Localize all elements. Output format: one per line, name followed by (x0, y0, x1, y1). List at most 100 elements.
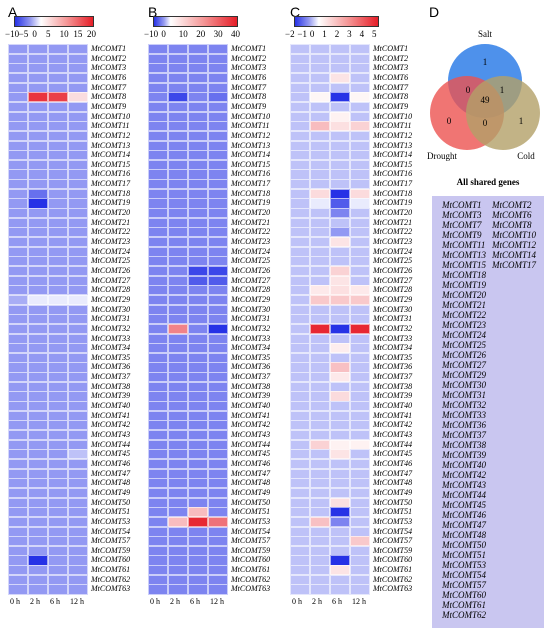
gene-label: MtCOMT1 (373, 44, 409, 53)
heatmap-cell (208, 323, 228, 334)
gene-label: MtCOMT3 (373, 63, 409, 73)
heatmap-cell (330, 169, 350, 180)
gene-label: MtCOMT39 (91, 391, 131, 401)
shared-gene-item: MtCOMT45 (442, 500, 487, 510)
heatmap-cell (28, 526, 48, 537)
heatmap-cell (68, 526, 88, 537)
heatmap-cell (290, 208, 310, 219)
heatmap-cell (208, 188, 228, 199)
venn-count-all: 49 (481, 95, 491, 105)
heatmap-cell (8, 275, 28, 286)
heatmap-cell (188, 63, 208, 74)
heatmap-cell (330, 584, 350, 595)
heatmap-cell (148, 275, 168, 286)
heatmap-cell (28, 217, 48, 228)
heatmap-cell (290, 545, 310, 556)
heatmap-cell (68, 159, 88, 170)
heatmap-cell (28, 101, 48, 113)
colorbar-tick-label: 5 (372, 29, 377, 39)
gene-label: MtCOMT28 (373, 285, 413, 295)
heatmap-cell (48, 333, 68, 344)
shared-gene-item: MtCOMT61 (442, 600, 487, 610)
heatmap-cell (290, 140, 310, 151)
heatmap-cell (350, 565, 370, 576)
heatmap-cell (68, 275, 88, 286)
heatmap-cell (68, 401, 88, 412)
colorbar-tick-label: −1 (297, 29, 307, 39)
gene-label: MtCOMT8 (91, 92, 127, 102)
heatmap-cell (68, 82, 88, 93)
shared-gene-item: MtCOMT39 (442, 450, 487, 460)
heatmap-cell (330, 188, 350, 199)
heatmap-cell (350, 101, 370, 113)
shared-gene-item: MtCOMT43 (442, 480, 487, 490)
heatmap-cell (148, 150, 168, 161)
gene-label: MtCOMT18 (231, 188, 271, 198)
heatmap-cell (28, 352, 48, 363)
panel-letter-d: D (429, 4, 440, 20)
heatmap-cell (310, 381, 330, 392)
heatmap-cell (48, 401, 68, 412)
heatmap-cell (68, 72, 88, 84)
gene-label: MtCOMT8 (373, 92, 409, 102)
shared-gene-item: MtCOMT27 (442, 360, 487, 370)
heatmap-cell (148, 256, 168, 267)
heatmap-cell (8, 246, 28, 257)
heatmap-cell (350, 584, 370, 595)
gene-label: MtCOMT31 (91, 314, 131, 324)
heatmap-cell (168, 304, 188, 315)
heatmap-cell (208, 256, 228, 267)
gene-label: MtCOMT51 (373, 507, 413, 517)
heatmap-cell (350, 275, 370, 286)
gene-label: MtCOMT59 (373, 545, 413, 555)
gene-label: MtCOMT32 (91, 323, 131, 333)
heatmap-cell (28, 555, 48, 566)
heatmap-cell (188, 391, 208, 402)
heatmap-cell (168, 323, 188, 334)
heatmap-cell (48, 478, 68, 489)
heatmap-cell (68, 323, 88, 334)
heatmap-cell (28, 130, 48, 141)
heatmap-cell (208, 468, 228, 479)
gene-label: MtCOMT49 (231, 487, 271, 497)
shared-gene-item: MtCOMT17 (492, 260, 537, 270)
heatmap-cell (350, 314, 370, 325)
heatmap-cell (48, 458, 68, 470)
heatmap-cell (208, 294, 228, 306)
heatmap-cell (8, 439, 28, 450)
heatmap-cell (168, 526, 188, 537)
heatmap-cell (188, 478, 208, 489)
heatmap-cell (28, 265, 48, 277)
heatmap-cell (330, 44, 350, 55)
heatmap-cell (148, 362, 168, 373)
heatmap-cell (148, 555, 168, 566)
colorbar-tick-label: 4 (359, 29, 365, 39)
heatmap-cell (350, 246, 370, 257)
heatmap-cell (208, 545, 228, 556)
heatmap-cell (330, 555, 350, 566)
heatmap-cell (28, 275, 48, 286)
heatmap-cell (330, 565, 350, 576)
heatmap-cell (148, 439, 168, 450)
heatmap-cell (28, 565, 48, 576)
heatmap-cell (208, 217, 228, 228)
heatmap-cell (330, 121, 350, 132)
heatmap-cell (148, 159, 168, 170)
heatmap-cell (350, 449, 370, 460)
shared-gene-item: MtCOMT13 (442, 250, 487, 260)
heatmap-cell (330, 458, 350, 470)
heatmap-cell (148, 101, 168, 113)
heatmap-cell (310, 323, 330, 334)
gene-label: MtCOMT10 (91, 111, 131, 121)
gene-label: MtCOMT33 (91, 333, 131, 343)
heatmap-cell (208, 101, 228, 113)
shared-gene-item: MtCOMT11 (442, 240, 486, 250)
heatmap-cell (330, 208, 350, 219)
gene-label: MtCOMT46 (373, 458, 413, 468)
heatmap-cell (148, 401, 168, 412)
heatmap-cell (350, 111, 370, 122)
gene-label: MtCOMT7 (91, 82, 127, 92)
heatmap-cell (8, 323, 28, 334)
time-label: 2 h (170, 597, 180, 607)
gene-label: MtCOMT25 (373, 256, 413, 266)
